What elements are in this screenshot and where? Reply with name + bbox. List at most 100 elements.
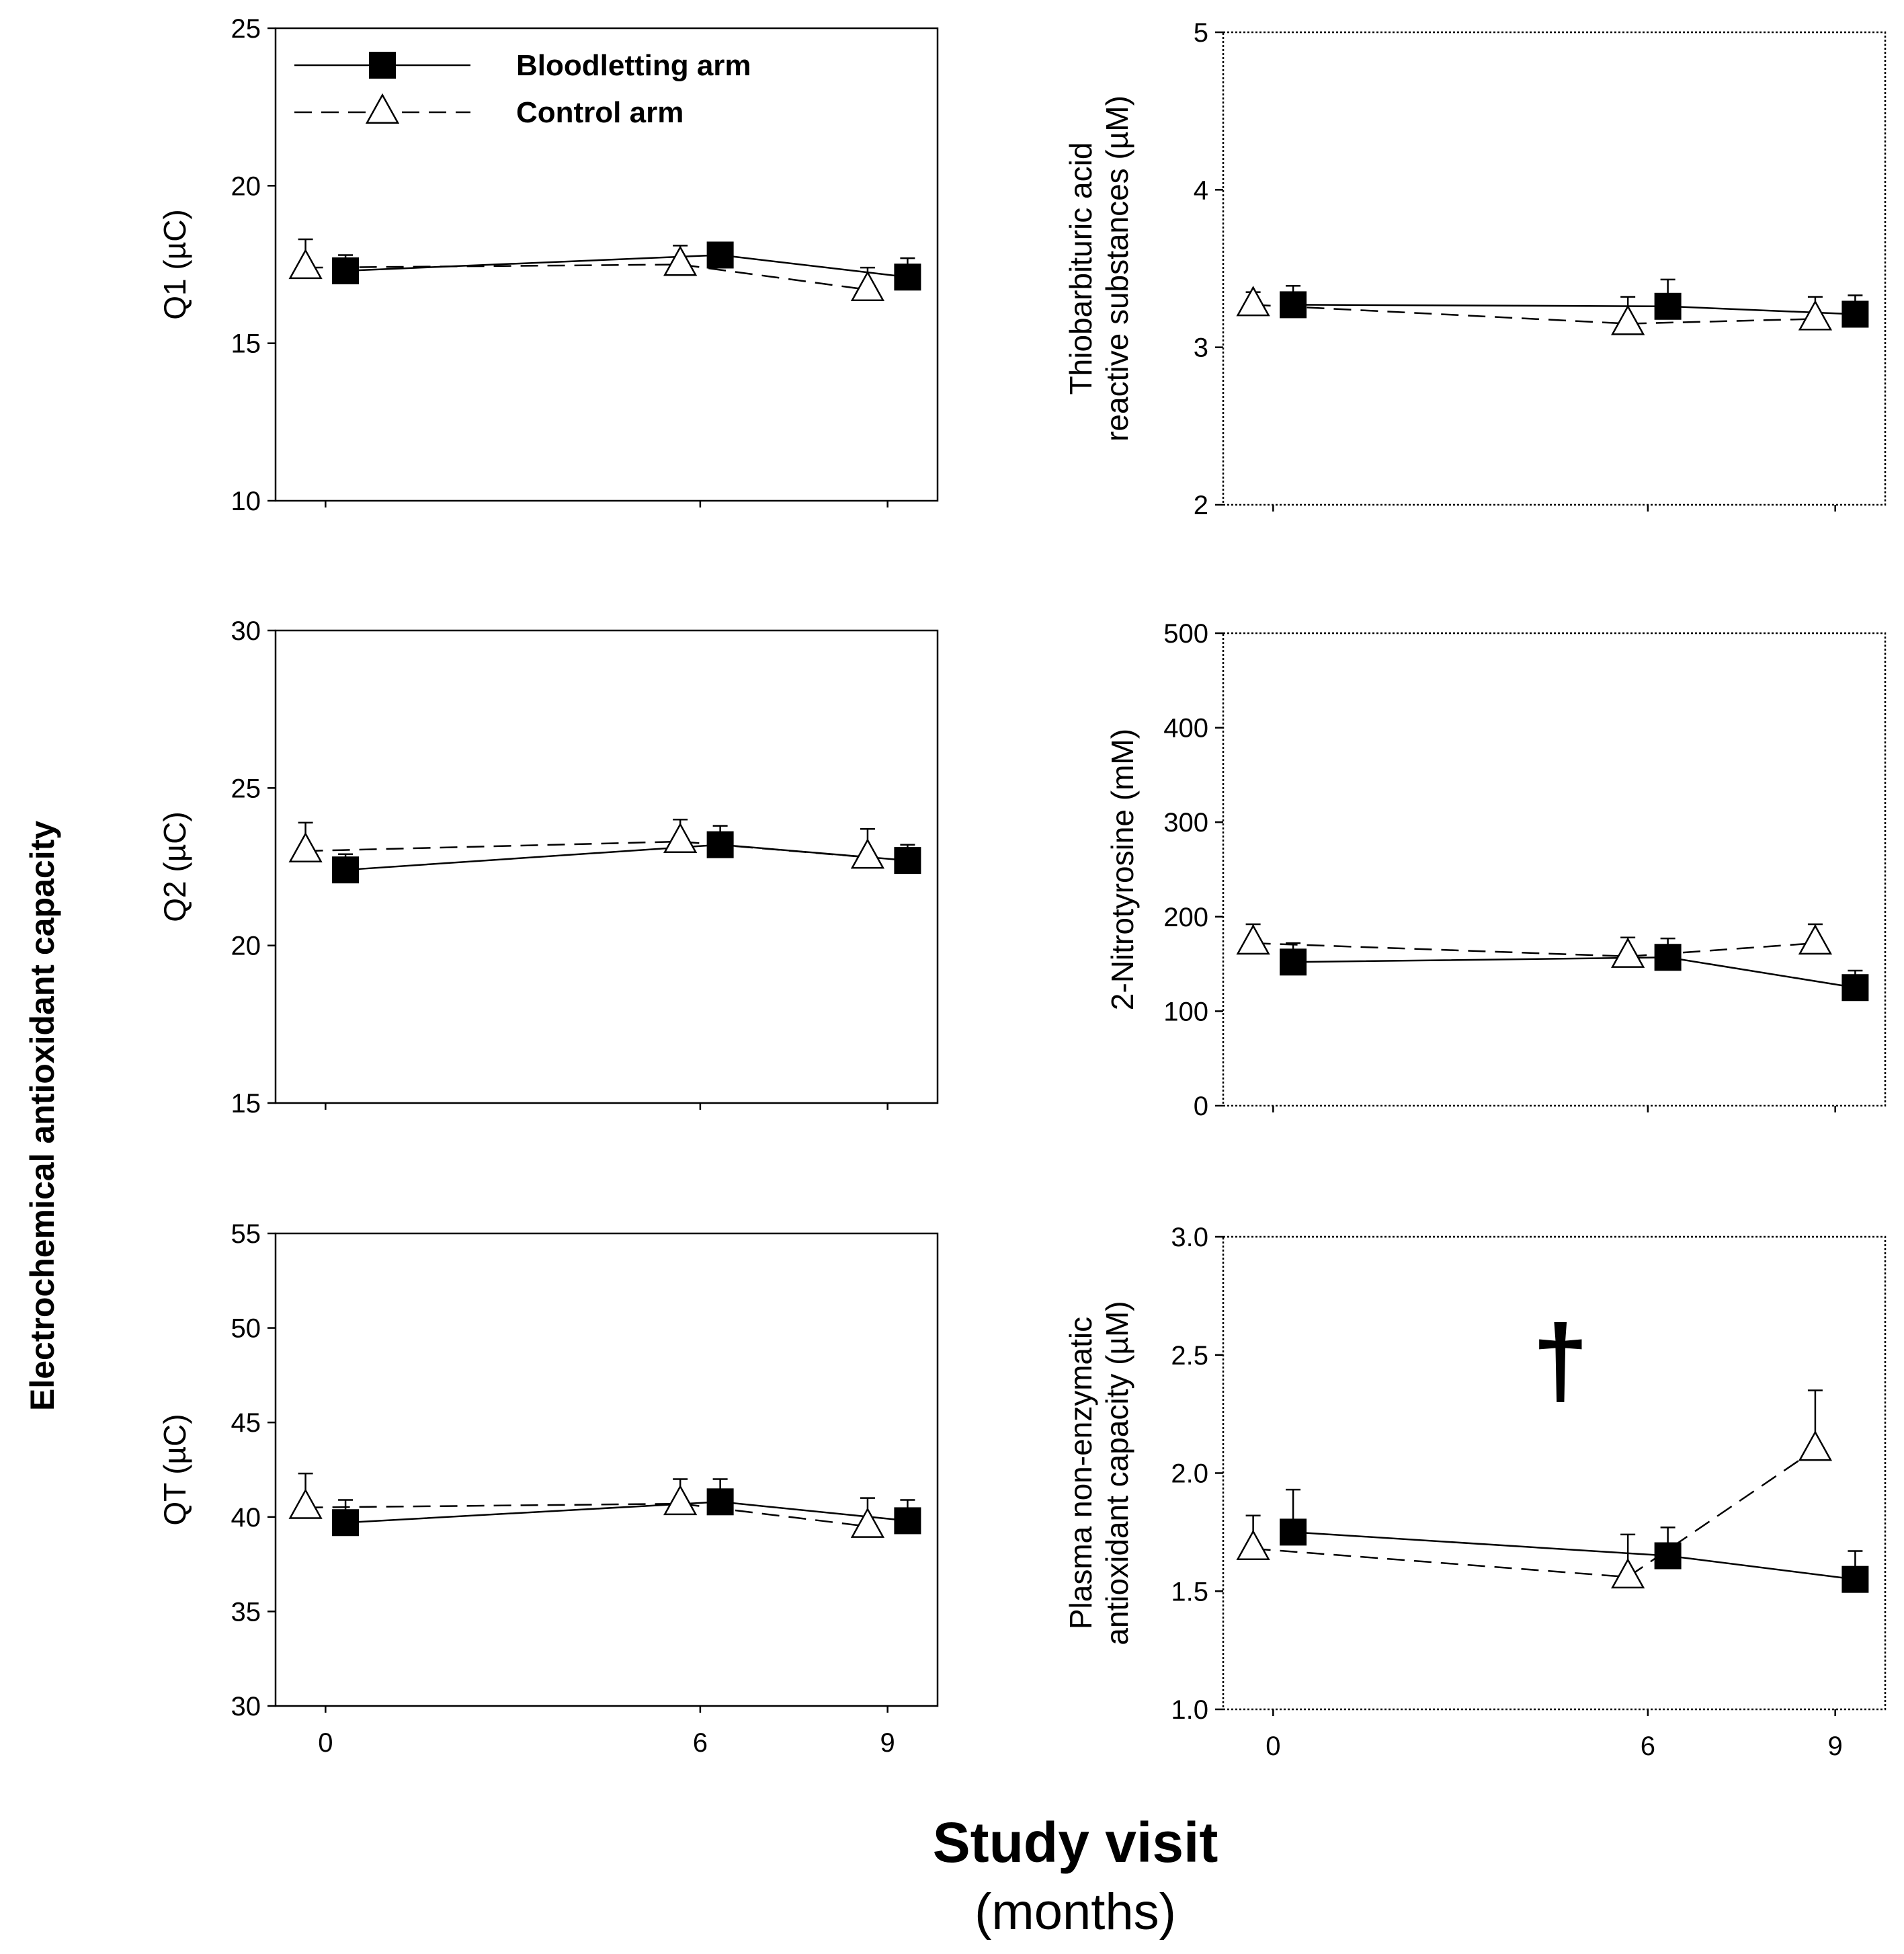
y-tick-label: 200 [1163,903,1208,932]
y-tick-label: 1.0 [1171,1695,1208,1725]
legend-marker [369,52,396,79]
significance-dagger: † [1532,1304,1588,1417]
series-line [305,1502,868,1528]
y-tick-label: 5 [1194,18,1208,48]
data-point [1611,1557,1645,1589]
series-control [1236,1389,1833,1589]
data-point [332,257,360,284]
series-line [1292,1531,1856,1580]
plot-frame [274,629,939,1104]
legend-label: Control arm [516,96,684,129]
x-tick-label: 6 [693,1728,708,1758]
chart-panel-nitrotyrosine: 0 100 200 300 400 500 2-Nitrotyrosine (mM) [1105,619,1887,1121]
y-axis-label: Q2 (µC) [157,811,192,922]
series-line [1253,942,1816,958]
y-axis-label: Plasma non-enzymaticantioxidant capacity… [1063,1301,1134,1645]
data-point [1798,300,1833,331]
plot-frame [274,27,939,502]
y-tick-label: 10 [231,487,261,516]
y-tick-label: 1.5 [1171,1577,1208,1606]
x-tick-label: 6 [1641,1732,1655,1761]
data-point [332,856,360,884]
y-tick-label: 25 [231,774,261,803]
series-control [288,238,885,301]
legend-label: Bloodletting arm [516,49,751,82]
y-tick-label: 2 [1194,491,1208,520]
x-tick-label: 0 [1266,1732,1280,1761]
y-tick-label: 45 [231,1408,261,1438]
x-tick-label: 9 [880,1728,895,1758]
data-point [663,245,698,276]
x-tick-label: 9 [1828,1732,1843,1761]
data-point [706,241,734,269]
y-tick-label: 3.0 [1171,1223,1208,1252]
data-point [663,1484,698,1516]
series-control [288,1472,885,1538]
data-point [706,1488,734,1516]
y-tick-label: 2.5 [1171,1341,1208,1371]
series-line [1253,1449,1816,1578]
y-tick-label: 55 [231,1219,261,1249]
y-tick-label: 15 [231,1089,261,1118]
data-point [894,1507,921,1535]
y-tick-label: 400 [1163,714,1208,743]
y-tick-label: 35 [231,1597,261,1627]
y-tick-label: 3 [1194,333,1208,363]
series-line [305,840,868,858]
y-tick-label: 0 [1194,1092,1208,1121]
y-tick-label: 30 [231,616,261,646]
y-tick-label: 15 [231,329,261,359]
data-point [850,1507,885,1538]
data-point [1280,1518,1307,1546]
y-tick-label: 25 [231,14,261,44]
plot-frame [274,1232,939,1707]
y-tick-label: 30 [231,1692,261,1721]
y-tick-label: 500 [1163,619,1208,649]
y-tick-label: 100 [1163,997,1208,1026]
y-axis-label: Thiobarbituric acidreactive substances (… [1063,95,1134,442]
series-bloodletting [332,1478,921,1537]
plot-frame [1222,632,1887,1107]
data-point [663,822,698,853]
chart-panel-q2: 15 20 25 30 Q2 (µC) [157,616,939,1118]
data-point [850,270,885,301]
series-bloodletting [1280,937,1869,1002]
chart-panel-pnac: 1.0 1.5 2.0 2.5 3.0 0 6 9 Plasma non-enzymatican… [1063,1223,1887,1761]
legend: Bloodletting arm Control arm [294,49,751,129]
data-point [850,838,885,869]
y-tick-label: 50 [231,1314,261,1344]
y-tick-label: 40 [231,1503,261,1533]
data-point [288,248,323,280]
data-point [1841,974,1869,1002]
series-control [1236,286,1833,335]
data-point [288,831,323,863]
y-tick-label: 300 [1163,808,1208,838]
data-point [1280,291,1307,319]
data-point [894,263,921,291]
legend-marker [365,93,400,124]
y-axis-label: Q1 (µC) [157,209,192,320]
data-point [1654,944,1682,971]
data-point [332,1509,360,1537]
chart-panel-qt: 30 35 40 45 50 55 0 6 9 QT (µC) [157,1219,939,1758]
y-tick-label: 4 [1194,175,1208,205]
shared-x-label: Study visit [933,1811,1218,1874]
data-point [1236,286,1270,317]
y-axis-label: 2-Nitrotyrosine (mM) [1105,729,1140,1010]
y-axis-label: QT (µC) [157,1414,192,1525]
series-line [1293,956,1856,989]
shared-y-label: Electrochemical antioxidant capacity [24,821,61,1411]
data-point [1236,924,1270,955]
data-point [1654,292,1682,320]
data-point [1841,1565,1869,1593]
series-line [305,263,868,291]
data-point [894,847,921,874]
series-line [1253,304,1815,325]
series-line [1293,304,1856,315]
series-control [288,818,885,869]
chart-panel-tbars: 2 3 4 5 Thiobarbituric acidreactive substanc… [1063,18,1887,520]
shared-x-unit: (months) [975,1883,1176,1941]
